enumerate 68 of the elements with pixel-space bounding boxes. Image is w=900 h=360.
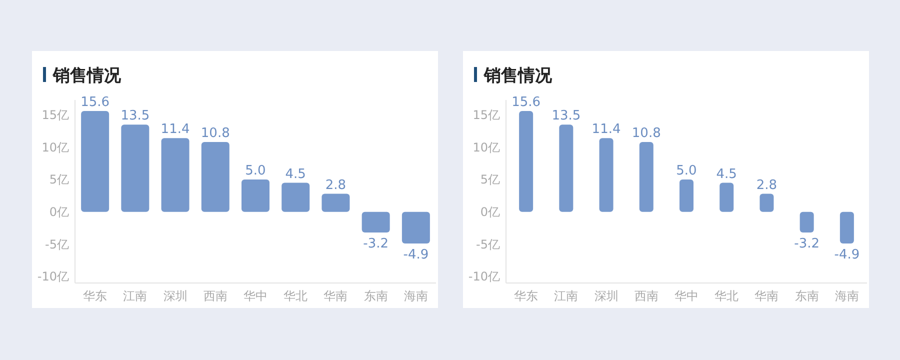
- x-tick-label: 西南: [634, 289, 658, 303]
- x-tick-label: 华南: [754, 289, 779, 303]
- data-label: 15.6: [512, 94, 541, 110]
- bar: [282, 182, 310, 212]
- data-label: 2.8: [325, 178, 346, 193]
- x-tick-label: 华南: [324, 289, 348, 303]
- data-label: 11.4: [160, 122, 190, 138]
- bar: [362, 212, 390, 233]
- y-tick-label: -10亿: [468, 270, 500, 284]
- data-label: 10.8: [632, 126, 661, 142]
- data-label: 5.0: [676, 164, 697, 179]
- bar: [760, 194, 774, 212]
- data-label: -4.9: [834, 248, 860, 263]
- bar: [720, 182, 734, 212]
- bar: [599, 138, 614, 212]
- y-tick-label: 10亿: [42, 140, 69, 154]
- x-tick-label: 华北: [714, 289, 739, 303]
- bar: [402, 212, 430, 244]
- x-tick-label: 华东: [83, 289, 108, 303]
- y-tick-label: -5亿: [45, 237, 69, 252]
- x-tick-label: 华东: [514, 289, 538, 303]
- y-tick-label: 15亿: [42, 108, 69, 122]
- data-label: 4.5: [716, 166, 737, 182]
- x-tick-label: 海南: [834, 289, 859, 303]
- data-label: 11.4: [592, 122, 621, 138]
- data-label: 4.5: [285, 166, 306, 182]
- x-tick-label: 西南: [203, 289, 228, 303]
- data-label: 15.6: [80, 94, 110, 110]
- x-tick-label: 深圳: [594, 289, 618, 303]
- data-label: 2.8: [756, 178, 778, 193]
- x-tick-label: 华中: [244, 289, 268, 303]
- data-label: -4.9: [403, 248, 429, 263]
- data-label: 13.5: [552, 108, 581, 124]
- y-tick-label: 15亿: [472, 108, 500, 122]
- data-label: -3.2: [363, 236, 389, 252]
- y-tick-label: -5亿: [476, 237, 500, 252]
- bar: [680, 180, 694, 212]
- bar: [121, 124, 150, 212]
- x-tick-label: 江南: [554, 289, 578, 303]
- bar: [322, 194, 350, 212]
- bar: [800, 212, 814, 233]
- x-tick-label: 深圳: [163, 289, 188, 303]
- y-tick-label: 0亿: [480, 205, 500, 220]
- data-label: -3.2: [794, 236, 820, 252]
- y-tick-label: 10亿: [472, 140, 500, 154]
- chart-title: 销售情况: [52, 66, 122, 86]
- bar: [840, 212, 854, 244]
- bar: [519, 110, 534, 212]
- bar: [201, 142, 230, 212]
- bar: [559, 124, 574, 212]
- bar: [161, 138, 190, 212]
- x-tick-label: 华北: [284, 289, 308, 303]
- y-tick-label: 0亿: [49, 205, 69, 220]
- bar: [81, 110, 110, 212]
- x-tick-label: 东南: [794, 289, 819, 303]
- y-tick-label: 5亿: [480, 172, 500, 187]
- y-tick-label: 5亿: [49, 172, 69, 187]
- data-label: 10.8: [200, 126, 230, 142]
- data-label: 5.0: [245, 164, 266, 179]
- y-tick-label: -10亿: [37, 270, 69, 284]
- x-tick-label: 江南: [123, 289, 148, 303]
- chart-title: 销售情况: [483, 66, 553, 86]
- x-tick-label: 华中: [674, 289, 698, 303]
- bar: [639, 142, 654, 212]
- bar: [242, 180, 270, 212]
- data-label: 13.5: [120, 108, 150, 124]
- x-tick-label: 东南: [364, 289, 388, 303]
- x-tick-label: 海南: [404, 289, 428, 303]
